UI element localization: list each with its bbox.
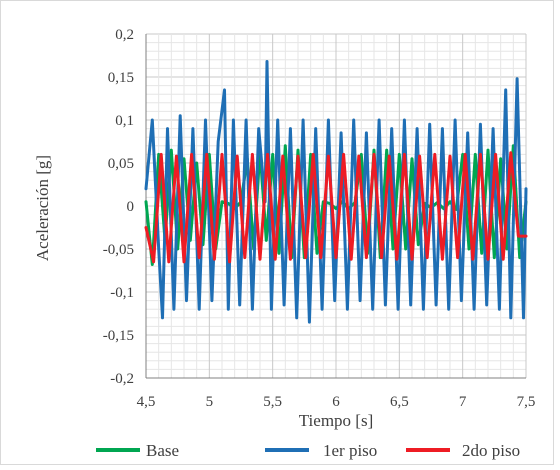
legend-label: 1er piso: [323, 441, 377, 460]
legend-label: 2do piso: [462, 441, 520, 460]
y-tick-label: -0,1: [110, 285, 134, 301]
x-tick-label: 5: [206, 394, 214, 410]
series-line-1: [144, 144, 528, 266]
y-tick-label: -0,15: [103, 328, 134, 344]
series-line-3: [144, 151, 528, 264]
y-tick-label: -0,2: [110, 371, 134, 387]
y-tick-label: 0,2: [115, 27, 134, 43]
y-tick-label: 0: [127, 199, 135, 215]
series: [144, 60, 528, 324]
legend-label: Base: [146, 441, 179, 460]
x-tick-label: 6,5: [390, 394, 409, 410]
legend: Base 1er piso 2do piso: [96, 441, 520, 460]
y-tick-label: 0,15: [108, 70, 134, 86]
x-tick-label: 5,5: [263, 394, 282, 410]
x-tick-label: 4,5: [137, 394, 156, 410]
x-tick-label: 7: [459, 394, 467, 410]
y-tick-label: 0,1: [115, 113, 134, 129]
y-tick-label: 0,05: [108, 156, 134, 172]
y-axis-label: Aceleración [g]: [33, 155, 52, 261]
y-tick-label: -0,05: [103, 242, 134, 258]
x-tick-label: 6: [332, 394, 340, 410]
tick-labels: 0,2 0,15 0,1 0,05 0 -0,05 -0,1 -0,15 -0,24,5 5 5,5…: [103, 27, 536, 410]
x-tick-label: 7,5: [517, 394, 536, 410]
x-axis-label: Tiempo [s]: [299, 411, 373, 430]
